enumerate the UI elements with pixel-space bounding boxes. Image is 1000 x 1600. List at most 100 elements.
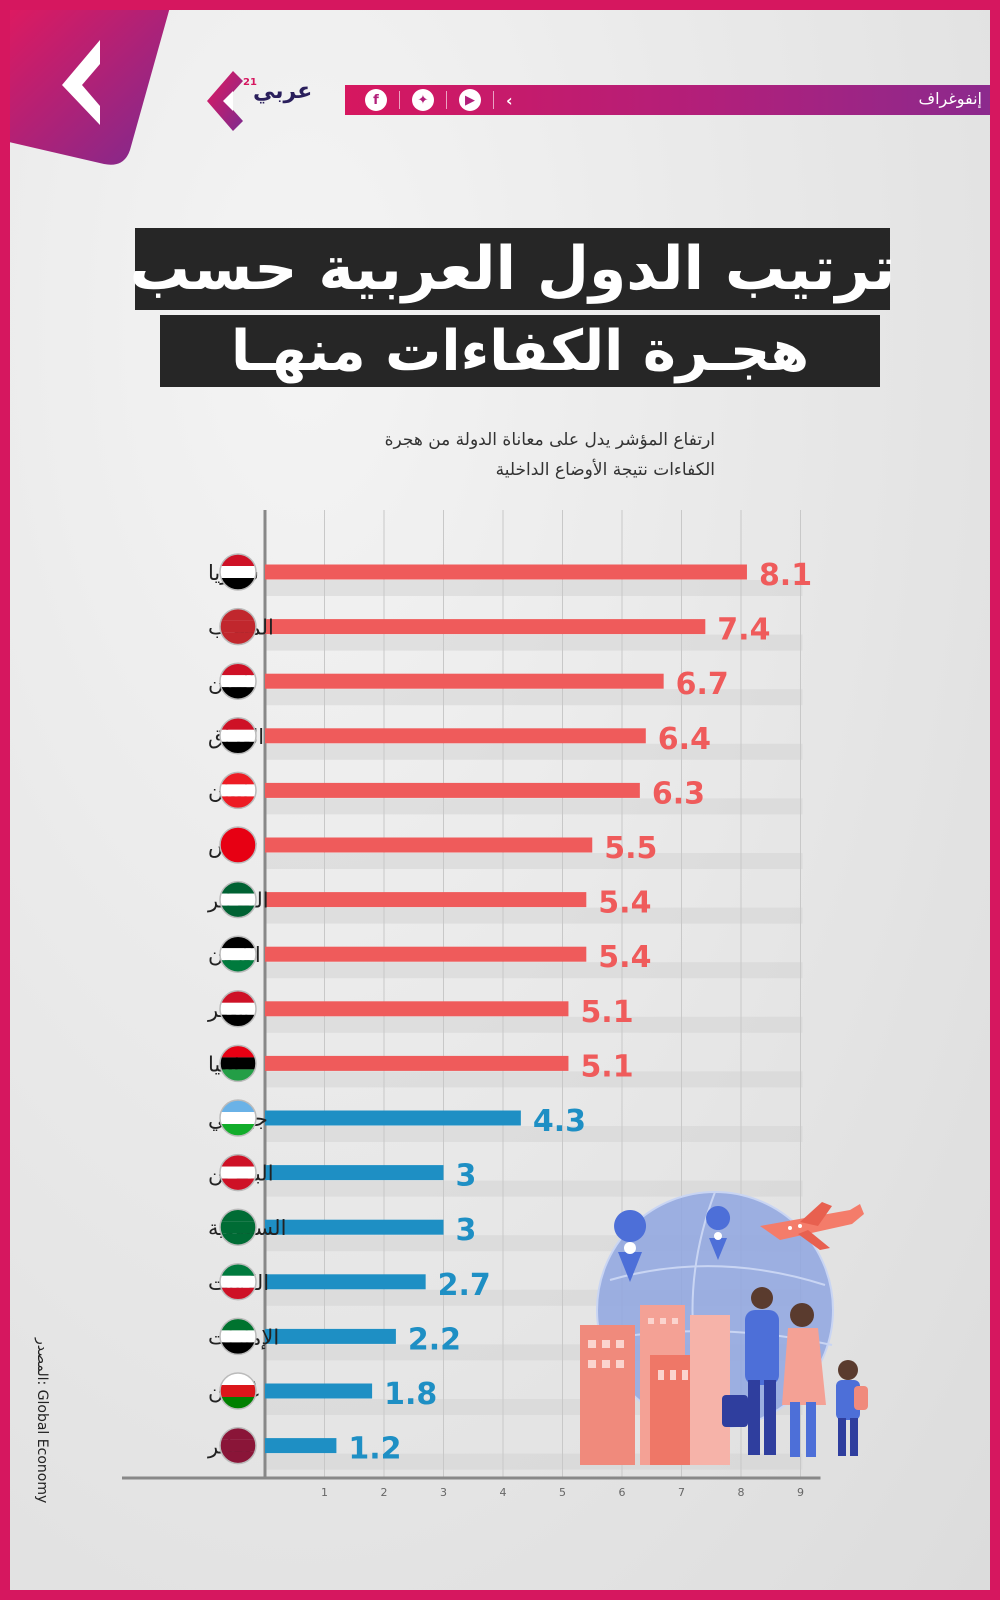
bar [265, 673, 664, 689]
qatar-flag-icon [219, 1426, 257, 1465]
chart-subtitle: ارتفاع المؤشر يدل على معاناة الدولة من ه… [160, 425, 715, 485]
facebook-icon[interactable]: f [365, 89, 387, 111]
bar-value-label: 5.4 [598, 886, 651, 921]
page-title-line-1: ترتيب الدول العربية حسب [130, 228, 895, 310]
arabi21-corner-logo [10, 10, 170, 165]
lebanon-flag-icon [219, 771, 257, 810]
egypt-flag-icon [219, 990, 257, 1028]
x-tick-label: 9 [797, 1486, 804, 1499]
twitter-icon[interactable]: ✦ [412, 89, 434, 111]
arabi21-icon[interactable]: ‹ [506, 90, 513, 110]
airplane-icon [760, 1202, 864, 1250]
yemen-flag-icon [219, 662, 257, 700]
bar-value-label: 7.4 [717, 613, 770, 648]
oman-flag-icon [219, 1372, 257, 1410]
travel-illustration [580, 1191, 868, 1465]
jordan-flag-icon [219, 935, 257, 973]
bar [265, 1165, 444, 1181]
location-pin-icon [614, 1210, 647, 1282]
family-travelers-icon [722, 1287, 868, 1457]
bar [265, 1438, 337, 1454]
bar [265, 1383, 373, 1399]
bar-value-label: 1.8 [384, 1377, 437, 1412]
bar-value-label: 2.2 [408, 1322, 461, 1357]
x-tick-label: 3 [440, 1486, 447, 1499]
bar [265, 1110, 521, 1126]
bar [265, 1274, 426, 1290]
x-tick-label: 1 [321, 1486, 328, 1499]
x-tick-label: 2 [381, 1486, 388, 1499]
row-stripe [265, 634, 803, 651]
uae-flag-icon [219, 1317, 257, 1356]
bar-value-label: 3 [456, 1213, 477, 1248]
brand-superscript: 21 [243, 77, 257, 88]
divider [493, 91, 494, 109]
libya-flag-icon [219, 1044, 257, 1083]
bar-value-label: 6.4 [658, 722, 711, 757]
bar [265, 728, 646, 744]
page-title-line-2: هجـرة الكفاءات منهـا [160, 315, 880, 387]
row-stripe [265, 1126, 803, 1142]
bar-value-label: 5.1 [580, 995, 633, 1030]
bar-value-label: 5.4 [598, 940, 651, 975]
source-note: المصدر: Global Economy [22, 1338, 82, 1538]
x-tick-label: 5 [559, 1486, 566, 1499]
x-tick-label: 7 [678, 1486, 685, 1499]
bar [265, 837, 593, 853]
brand-name: عربي [253, 79, 313, 104]
bar [265, 564, 747, 580]
row-stripe [265, 907, 803, 924]
syria-flag-icon [219, 553, 257, 591]
bar [265, 1055, 569, 1071]
brand-logo: 21 عربي [203, 65, 343, 137]
divider [446, 91, 447, 109]
row-stripe [265, 580, 803, 596]
bar [265, 892, 587, 908]
bar-value-label: 3 [456, 1159, 477, 1194]
row-stripe [265, 1071, 803, 1088]
section-label: إنفوغراف [918, 89, 982, 108]
bar-value-label: 6.3 [652, 776, 705, 811]
bar [265, 1219, 444, 1235]
bar-value-label: 2.7 [438, 1268, 491, 1303]
bahrain-flag-icon [219, 1153, 257, 1192]
divider [399, 91, 400, 109]
source-text: المصدر: Global Economy [34, 1338, 50, 1504]
saudi-flag-icon [219, 1208, 257, 1246]
row-stripe [265, 853, 803, 869]
social-links: f ✦ ▶ ‹ [365, 89, 513, 111]
bar [265, 1328, 396, 1344]
bar [265, 782, 640, 798]
tunisia-flag-icon [219, 826, 257, 864]
kuwait-flag-icon [219, 1263, 257, 1301]
bar-value-label: 4.3 [533, 1104, 586, 1139]
row-stripe [265, 1016, 803, 1033]
subtitle-line-2: الكفاءات نتيجة الأوضاع الداخلية [495, 460, 715, 480]
algeria-flag-icon [219, 880, 257, 919]
subtitle-line-1: ارتفاع المؤشر يدل على معاناة الدولة من ه… [384, 430, 715, 450]
bar-value-label: 5.1 [580, 1049, 633, 1084]
bar [265, 619, 706, 635]
djibouti-flag-icon [219, 1099, 257, 1137]
bar [265, 1001, 569, 1017]
bar-value-label: 5.5 [604, 831, 657, 866]
row-stripe [265, 798, 803, 815]
x-tick-label: 8 [738, 1486, 745, 1499]
bar-value-label: 6.7 [676, 667, 729, 702]
x-tick-label: 4 [500, 1486, 507, 1499]
youtube-icon[interactable]: ▶ [459, 89, 481, 111]
row-stripe [265, 962, 803, 979]
row-stripe [265, 689, 803, 706]
bar-value-label: 8.1 [759, 558, 812, 593]
bar [265, 946, 587, 962]
row-stripe [265, 743, 803, 760]
location-pin-icon [706, 1206, 731, 1260]
bar-value-label: 1.2 [348, 1432, 401, 1467]
row-stripe [265, 1180, 803, 1197]
x-tick-label: 6 [619, 1486, 626, 1499]
arabi21-logo-icon [207, 71, 243, 131]
morocco-flag-icon [219, 607, 257, 646]
header-bar: f ✦ ▶ ‹ إنفوغراف [345, 85, 990, 115]
iraq-flag-icon [219, 717, 257, 755]
